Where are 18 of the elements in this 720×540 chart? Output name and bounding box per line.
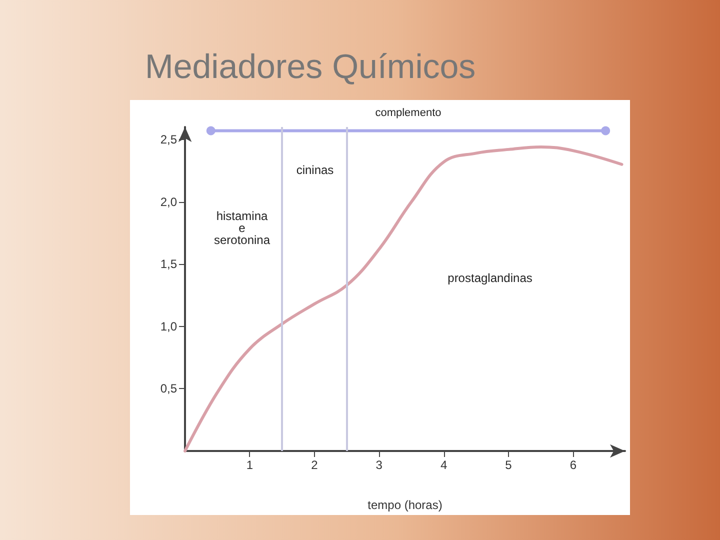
y-tick-label: 2,0 [160,194,178,209]
x-tick-label: 5 [505,458,512,472]
y-tick-label: 1,0 [160,319,178,334]
x-tick-label: 2 [311,458,318,472]
x-tick-label: 1 [246,458,254,472]
y-tick-label: 2,5 [160,132,178,146]
annotation: cininas [296,163,334,177]
series-label: complemento [375,107,442,120]
x-tick-label: 4 [440,458,448,472]
x-tick-label: 6 [570,458,577,472]
chart-title: Mediadores Químicos [145,48,476,86]
annotation: histamina e serotonina [214,209,270,247]
annotation: prostaglandinas [448,271,532,285]
x-tick-label: 3 [376,458,383,472]
y-tick-label: 1,5 [160,257,178,272]
line-series [184,145,624,452]
y-tick-label: 0,5 [160,382,178,396]
x-axis-title: tempo (horas) [368,498,442,512]
